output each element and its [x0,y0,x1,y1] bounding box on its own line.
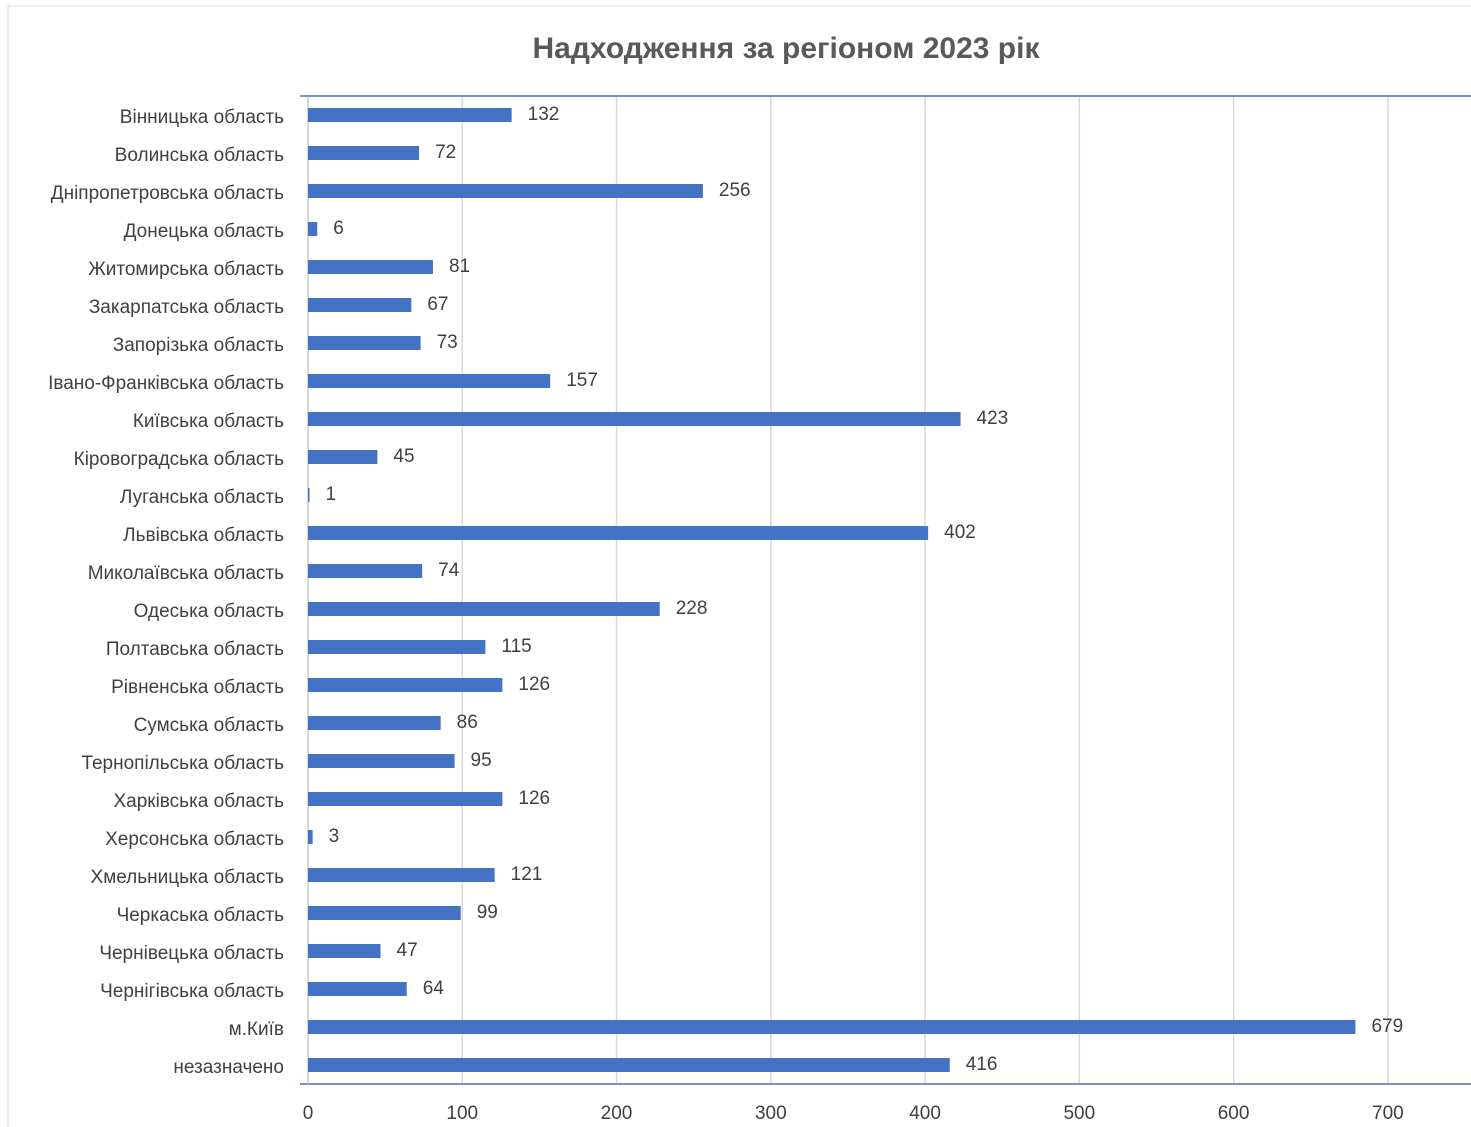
x-tick-label: 500 [1063,1103,1095,1124]
bar [308,602,660,616]
y-tick-label: Київська область [133,411,284,432]
y-tick-label: незазначено [173,1057,284,1078]
bar [308,336,421,350]
y-tick-label: Закарпатська область [89,297,284,318]
y-tick-label: Івано-Франківська область [48,373,284,394]
data-label: 115 [501,636,531,657]
data-label: 402 [944,522,976,543]
data-label: 126 [518,788,550,809]
data-label: 3 [329,826,340,847]
data-label: 126 [518,674,550,695]
data-label: 157 [566,370,598,391]
bar [308,944,381,958]
data-label: 81 [449,256,470,277]
bar [308,184,703,198]
data-label: 423 [977,408,1009,429]
data-label: 45 [393,446,414,467]
x-tick-label: 600 [1218,1103,1250,1124]
y-tick-label: Полтавська область [106,639,284,660]
x-tick-label: 300 [755,1103,787,1124]
bar [308,906,461,920]
bar [308,792,503,806]
data-label: 99 [477,902,498,923]
bar [308,830,313,844]
bar [308,146,420,160]
bar [308,108,512,122]
bar [308,564,423,578]
bar [308,754,455,768]
data-label: 64 [423,978,445,999]
bar [308,222,318,236]
data-label: 95 [471,750,492,771]
data-label: 121 [511,864,543,885]
y-tick-label: Волинська область [115,145,284,166]
bar [308,412,961,426]
y-tick-label: Кіровоградська область [74,449,284,470]
data-label: 86 [457,712,478,733]
y-tick-label: Донецька область [124,221,285,242]
bar [308,640,486,654]
x-tick-label: 400 [909,1103,941,1124]
data-label: 47 [397,940,418,961]
y-tick-label: Запорізька область [113,335,284,356]
bar [308,678,503,692]
y-tick-label: Дніпропетровська область [51,183,284,204]
bar [308,298,412,312]
bar [308,488,310,502]
data-label: 679 [1371,1016,1403,1037]
data-label: 132 [528,104,560,125]
x-tick-label: 0 [303,1103,314,1124]
y-tick-label: Тернопільська область [81,753,284,774]
y-tick-label: Хмельницька область [91,867,285,888]
y-tick-label: м.Київ [229,1019,284,1040]
y-tick-label: Черкаська область [117,905,285,926]
data-label: 1 [326,484,337,505]
bar [308,982,407,996]
y-tick-label: Вінницька область [120,107,284,128]
bar [308,716,441,730]
bar [308,868,495,882]
chart-title: Надходження за регіоном 2023 рік [533,32,1041,65]
data-label: 74 [438,560,460,581]
y-tick-label: Сумська область [134,715,284,736]
y-tick-label: Харківська область [113,791,284,812]
bar [308,1058,950,1072]
y-tick-label: Львівська область [123,525,284,546]
y-tick-label: Миколаївська область [88,563,284,584]
data-label: 416 [966,1054,998,1075]
data-label: 73 [437,332,458,353]
bar [308,374,551,388]
bar [308,450,378,464]
data-label: 256 [719,180,751,201]
x-tick-label: 200 [601,1103,633,1124]
x-tick-label: 700 [1372,1103,1404,1124]
y-tick-label: Одеська область [134,601,284,622]
chart-frame [7,5,1471,1127]
data-label: 72 [435,142,456,163]
bar [308,260,433,274]
x-tick-label: 100 [446,1103,478,1124]
data-label: 6 [333,218,344,239]
y-tick-label: Житомирська область [88,259,284,280]
y-tick-label: Чернівецька область [99,943,284,964]
data-label: 228 [676,598,708,619]
y-tick-label: Херсонська область [105,829,284,850]
bar [308,526,929,540]
data-label: 67 [427,294,448,315]
y-tick-label: Луганська область [120,487,284,508]
bar [308,1020,1356,1034]
y-tick-label: Чернігівська область [100,981,284,1002]
y-tick-label: Рівненська область [111,677,284,698]
